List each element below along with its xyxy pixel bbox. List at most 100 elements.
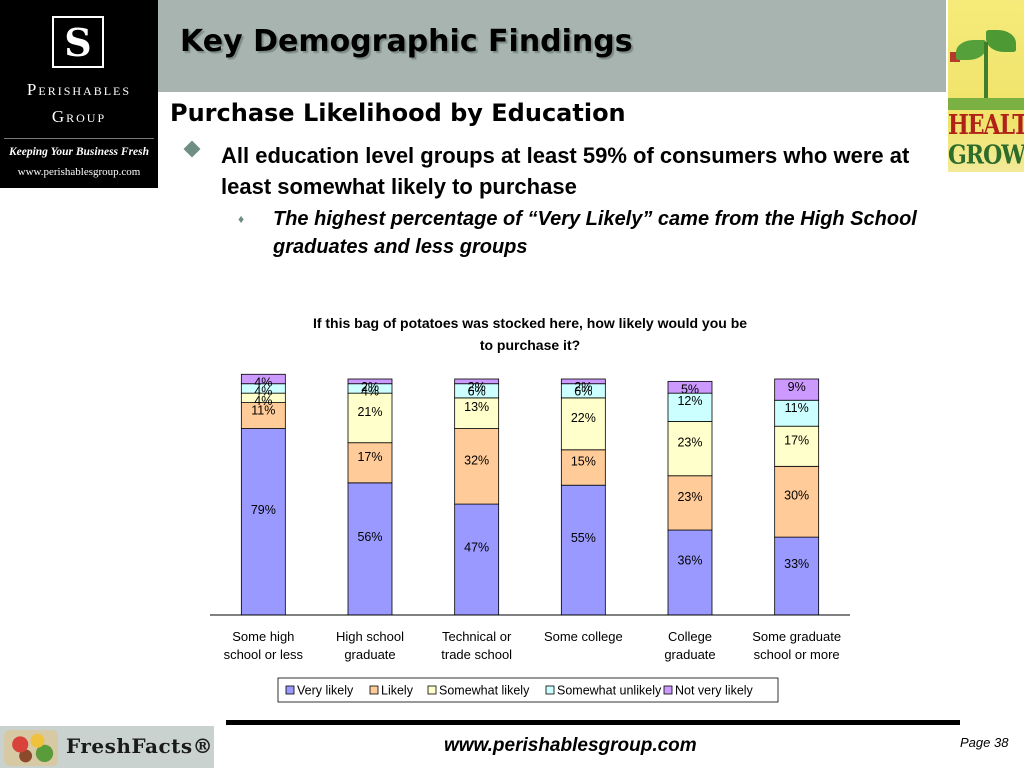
- legend-swatch: [427, 685, 437, 695]
- logo-url: www.perishablesgroup.com: [17, 166, 141, 178]
- bullet-point-1: All education level groups at least 59% …: [221, 143, 910, 199]
- slide-subtitle: Purchase Likelihood by Education: [170, 99, 626, 127]
- chart-canvas: If this bag of potatoes was stocked here…: [210, 315, 850, 703]
- bar-segment: [454, 378, 500, 385]
- data-label: 47%: [464, 541, 489, 555]
- data-label: 11%: [251, 404, 275, 418]
- data-label: 55%: [571, 531, 596, 545]
- data-label: 32%: [464, 453, 489, 467]
- category-label: Technical or: [442, 629, 512, 644]
- bar-segment: [560, 397, 606, 451]
- data-label: 21%: [357, 405, 382, 419]
- logo-name-line2: Group: [51, 107, 107, 126]
- page-number: Page 38: [960, 735, 1009, 750]
- badge-line2: GROWN: [948, 139, 1024, 171]
- data-label: 13%: [464, 400, 489, 414]
- leaf-icon: [986, 30, 1016, 52]
- data-label: 2%: [361, 380, 379, 394]
- diamond-bullet-icon: [183, 140, 201, 158]
- data-label: 15%: [571, 455, 596, 469]
- bar-segment: [347, 392, 393, 444]
- bar-segment: [347, 378, 393, 385]
- bar-segment: [454, 397, 500, 429]
- category-label: graduate: [664, 647, 715, 662]
- stacked-bar-chart: If this bag of potatoes was stocked here…: [190, 305, 870, 705]
- healthy-grown-logo: HEALTHY GROWN: [948, 0, 1024, 172]
- small-diamond-bullet-icon: ♦: [238, 212, 245, 226]
- legend-entry: Likely: [381, 684, 414, 698]
- data-label: 23%: [677, 436, 702, 450]
- data-label: 5%: [681, 382, 699, 396]
- data-label: 6%: [574, 385, 592, 399]
- leaf-icon: [956, 40, 986, 60]
- category-label: Some college: [544, 629, 623, 644]
- logo-mark-icon: S: [52, 16, 104, 68]
- footer-divider: [226, 720, 960, 725]
- chart-title-line: to purchase it?: [480, 337, 580, 353]
- bar-segment: [560, 449, 606, 486]
- category-label: Some high: [232, 629, 294, 644]
- data-label: 30%: [784, 489, 809, 503]
- data-label: 17%: [357, 450, 382, 464]
- data-label: 4%: [254, 394, 272, 408]
- data-label: 79%: [251, 503, 276, 517]
- legend-entry: Not very likely: [675, 684, 754, 698]
- bar-segment: [347, 482, 393, 616]
- bar-segment: [774, 536, 820, 616]
- bullet-point-2: The highest percentage of “Very Likely” …: [273, 208, 917, 258]
- legend-entry: Very likely: [297, 684, 354, 698]
- data-label: 23%: [677, 490, 702, 504]
- data-label: 2%: [468, 380, 486, 394]
- data-label: 11%: [785, 401, 809, 415]
- category-label: school or more: [754, 647, 840, 662]
- legend-swatch: [663, 685, 673, 695]
- legend-entry: Somewhat unlikely: [557, 684, 662, 698]
- legend-entry: Somewhat likely: [439, 684, 530, 698]
- bar-segment: [774, 399, 820, 427]
- data-label: 4%: [361, 385, 379, 399]
- legend-swatch: [369, 685, 379, 695]
- data-label: 33%: [784, 557, 809, 571]
- legend-swatch: [285, 685, 295, 695]
- slide-title: Key Demographic Findings: [180, 24, 633, 59]
- category-label: graduate: [344, 647, 395, 662]
- data-label: 17%: [784, 433, 809, 447]
- bar-segment: [667, 421, 713, 477]
- bar-segment: [667, 392, 713, 422]
- field-icon: [948, 98, 1024, 110]
- category-label: High school: [336, 629, 404, 644]
- freshfacts-logo: FreshFacts®: [0, 726, 214, 768]
- title-band: Key Demographic Findings: [158, 0, 946, 92]
- data-label: 4%: [254, 385, 272, 399]
- bar-segment: [240, 373, 286, 385]
- bar-segment: [454, 428, 500, 505]
- bar-segment: [667, 529, 713, 616]
- bar-segment: [240, 402, 286, 429]
- freshfacts-brand: FreshFacts®: [66, 734, 214, 758]
- bar-segment: [774, 378, 820, 401]
- legend-box: [277, 677, 779, 703]
- data-label: 12%: [677, 394, 702, 408]
- data-label: 56%: [357, 530, 382, 544]
- badge-line1: HEALTHY: [948, 108, 1024, 142]
- bar-segment: [347, 442, 393, 484]
- logo-divider: [4, 138, 154, 139]
- category-label: school or less: [224, 647, 304, 662]
- footer-url: www.perishablesgroup.com: [444, 735, 697, 756]
- plant-stem-icon: [984, 42, 988, 108]
- data-label: 4%: [254, 375, 272, 389]
- category-label: College: [668, 629, 712, 644]
- bar-segment: [454, 503, 500, 616]
- data-label: 22%: [571, 411, 596, 425]
- legend-swatch: [545, 685, 555, 695]
- category-label: Some graduate: [752, 629, 841, 644]
- data-label: 9%: [788, 380, 806, 394]
- bar-segment: [560, 484, 606, 616]
- data-label: 6%: [468, 385, 486, 399]
- barn-icon: [950, 52, 960, 62]
- data-label: 36%: [677, 554, 702, 568]
- bar-segment: [240, 428, 286, 616]
- data-label: 2%: [574, 380, 592, 394]
- logo-name-line1: Perishables: [26, 80, 132, 99]
- bar-segment: [774, 425, 820, 467]
